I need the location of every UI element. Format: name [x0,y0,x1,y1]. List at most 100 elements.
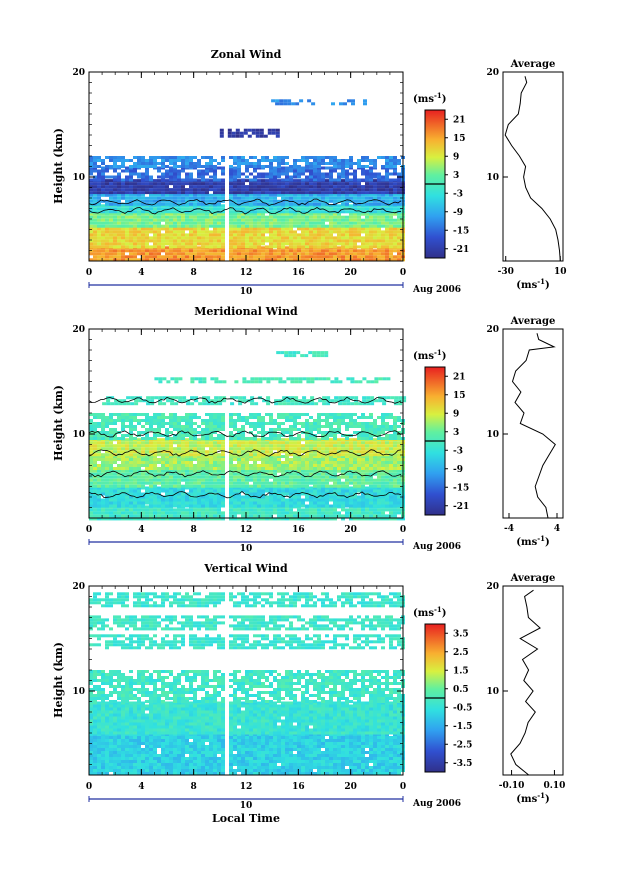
heatmap-cell [145,196,149,200]
heatmap-cell [397,469,401,473]
heatmap-cell [249,486,253,490]
heatmap-cell [333,498,337,502]
heatmap-cell [349,204,353,208]
heatmap-cell [325,469,329,473]
heatmap-cell [133,472,137,476]
heatmap-cell [353,486,357,490]
heatmap-cell [365,156,369,159]
heatmap-cell [333,475,337,479]
heatmap-cell [197,504,201,508]
heatmap-cell [309,481,313,485]
heatmap-cell [149,489,153,493]
heatmap-cell [253,501,257,505]
heatmap-cell [365,178,369,182]
heatmap-cell [281,484,285,488]
heatmap-cell [233,169,237,173]
heatmap-cell [161,478,165,482]
heatmap-cell [117,227,121,231]
heatmap-cell [217,245,221,249]
heatmap-cell [277,182,281,186]
heatmap-cell [213,486,217,490]
heatmap-cell [365,481,369,485]
heatmap-cell [241,193,245,197]
heatmap-cell [213,461,217,464]
heatmap-cell [345,472,349,476]
heatmap-cell [133,242,137,246]
heatmap-cell [293,464,297,467]
heatmap-cell [333,441,337,445]
heatmap-cell [201,481,205,485]
heatmap-cell [347,99,351,103]
heatmap-cell [117,191,121,195]
heatmap-cell [217,182,221,186]
heatmap-cell [97,207,101,211]
heatmap-cell [197,182,201,186]
heatmap-cell [377,478,381,482]
heatmap-cell [169,517,173,521]
heatmap-cell [257,179,261,183]
heatmap-cell [301,221,305,225]
heatmap-cell [145,255,149,259]
heatmap-cell [209,469,213,473]
heatmap-cell [377,239,381,243]
heatmap-cell [117,159,121,162]
heatmap-cell [253,239,257,243]
contour-lines [88,198,402,215]
heatmap-cell [369,221,373,225]
heatmap-cell [349,472,353,476]
heatmap-cell [161,489,165,493]
heatmap-cell [253,475,257,479]
heatmap-cell [301,193,305,197]
heatmap-cell [269,486,273,490]
heatmap-cell [249,172,253,176]
heatmap-cell [265,255,269,259]
heatmap-cell [253,514,257,518]
heatmap-cell [97,501,101,505]
heatmap-cell [321,461,325,464]
heatmap-cell [217,215,221,219]
heatmap-cell [261,193,265,197]
heatmap-cell [369,233,373,237]
heatmap-cell [321,464,325,467]
heatmap-cell [169,469,173,473]
heatmap-cell [117,207,121,211]
heatmap-cell [345,511,349,515]
heatmap-cell [301,196,305,200]
heatmap-cell [397,185,401,189]
heatmap-cell [145,501,149,505]
heatmap-cell [201,475,205,479]
heatmap-cell [297,210,301,214]
heatmap-cell [309,218,313,222]
heatmap-cell [217,162,221,165]
heatmap-cell [197,236,201,240]
heatmap-cell [345,215,349,219]
heatmap-cell [313,230,317,234]
heatmap-cell [125,169,129,173]
heatmap-cell [97,224,101,228]
heatmap-cell [277,224,281,228]
heatmap-cell [117,156,121,159]
heatmap-cell [373,455,377,458]
heatmap-cell [145,495,149,499]
heatmap-cell [197,481,201,485]
heatmap-cell [397,178,401,182]
heatmap-cell [389,441,393,445]
heatmap-cell [297,227,301,231]
heatmap-cell [109,461,113,464]
heatmap-cell [337,236,341,240]
heatmap-cell [97,498,101,502]
heatmap-cell [89,447,93,451]
heatmap-cell [381,489,385,493]
heatmap-cell [121,441,125,445]
heatmap-cell [201,252,205,256]
heatmap-cell [349,478,353,482]
heatmap-cell [209,212,213,216]
heatmap-cell [201,242,205,246]
heatmap-cell [373,188,377,192]
heatmap-cell [165,188,169,192]
heatmap-cell [101,204,105,208]
heatmap-cell [233,199,237,203]
heatmap-cell [337,224,341,228]
heatmap-cell [345,478,349,482]
heatmap-cell [317,461,321,464]
